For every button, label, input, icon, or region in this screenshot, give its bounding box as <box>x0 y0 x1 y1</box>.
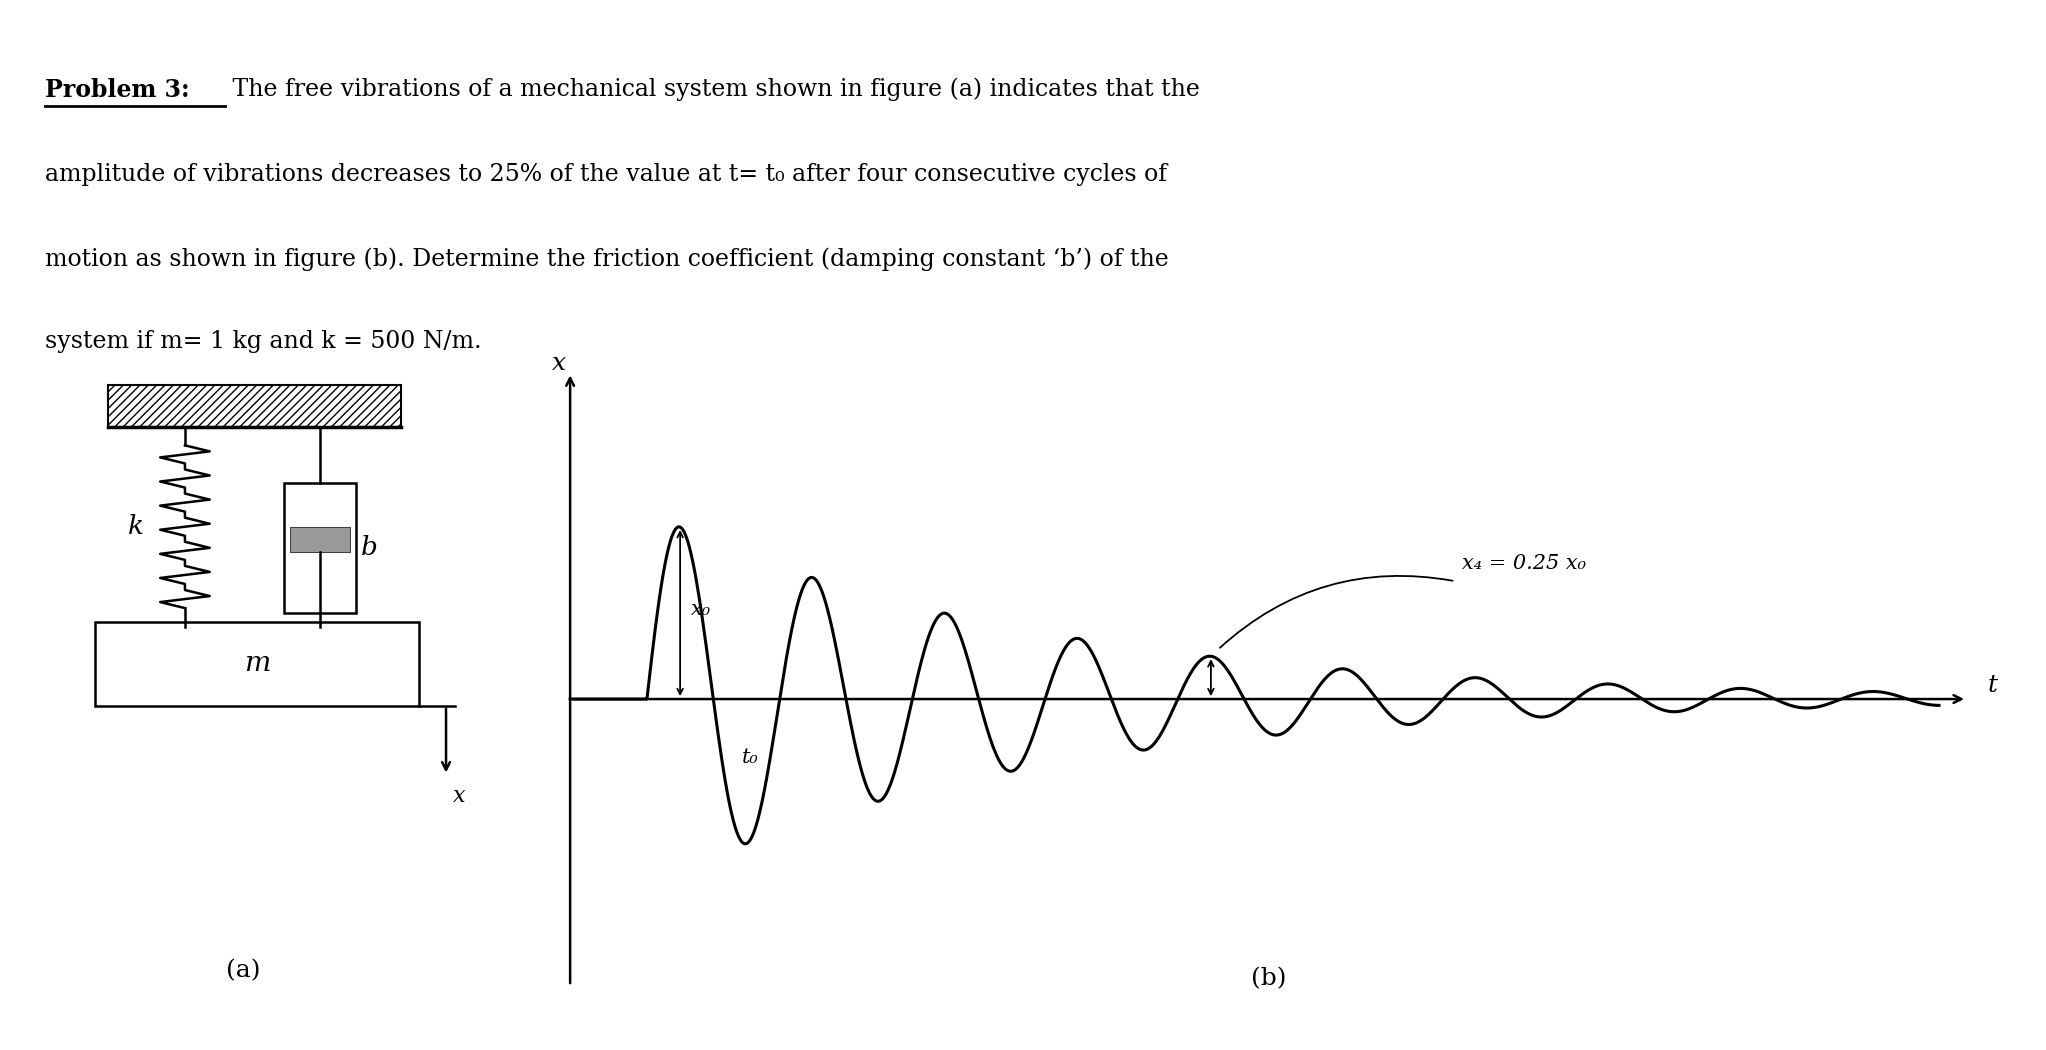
Text: x₀: x₀ <box>692 601 712 619</box>
Text: t: t <box>1989 674 1997 697</box>
Bar <box>284 483 356 613</box>
Text: t₀: t₀ <box>743 748 759 766</box>
Text: b: b <box>360 536 379 560</box>
Text: (b): (b) <box>1250 967 1287 990</box>
Bar <box>291 527 350 552</box>
Text: amplitude of vibrations decreases to 25% of the value at t= t₀ after four consec: amplitude of vibrations decreases to 25%… <box>45 163 1166 186</box>
Text: x₄ = 0.25 x₀: x₄ = 0.25 x₀ <box>1463 554 1586 573</box>
Text: The free vibrations of a mechanical system shown in figure (a) indicates that th: The free vibrations of a mechanical syst… <box>225 78 1199 101</box>
Text: k: k <box>127 514 143 540</box>
Text: x: x <box>552 352 567 375</box>
Bar <box>94 622 419 706</box>
Text: x: x <box>452 784 464 806</box>
Text: motion as shown in figure (b). Determine the friction coefficient (damping const: motion as shown in figure (b). Determine… <box>45 248 1168 271</box>
Text: (a): (a) <box>227 960 260 983</box>
Text: m: m <box>243 650 270 677</box>
Text: Problem 3:: Problem 3: <box>45 78 190 102</box>
Text: system if m= 1 kg and k = 500 N/m.: system if m= 1 kg and k = 500 N/m. <box>45 330 481 353</box>
Bar <box>108 385 401 426</box>
